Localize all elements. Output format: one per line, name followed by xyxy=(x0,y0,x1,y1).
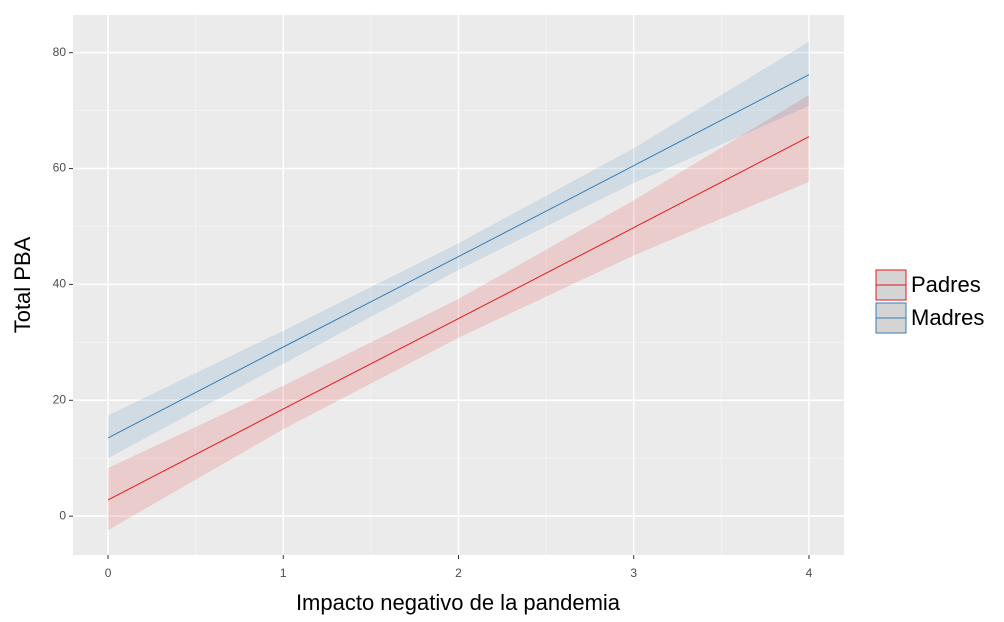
legend-label: Padres xyxy=(911,272,981,297)
y-tick-label: 60 xyxy=(53,161,67,175)
y-tick-label: 80 xyxy=(53,45,67,59)
line xyxy=(107,136,810,501)
x-tick-label: 1 xyxy=(280,566,287,580)
x-tick-label: 3 xyxy=(630,566,637,580)
legend-label: Madres xyxy=(911,305,984,330)
x-tick-label: 0 xyxy=(105,566,112,580)
line xyxy=(107,74,810,439)
confidence-band xyxy=(108,94,809,531)
x-axis-title: Impacto negativo de la pandemia xyxy=(296,590,621,615)
x-tick-label: 4 xyxy=(806,566,813,580)
confidence-band xyxy=(108,41,809,459)
y-tick-label: 20 xyxy=(53,392,67,406)
y-axis-title: Total PBA xyxy=(10,236,35,333)
y-tick-label: 0 xyxy=(59,508,66,522)
x-tick-label: 2 xyxy=(455,566,462,580)
y-tick-label: 40 xyxy=(53,277,67,291)
